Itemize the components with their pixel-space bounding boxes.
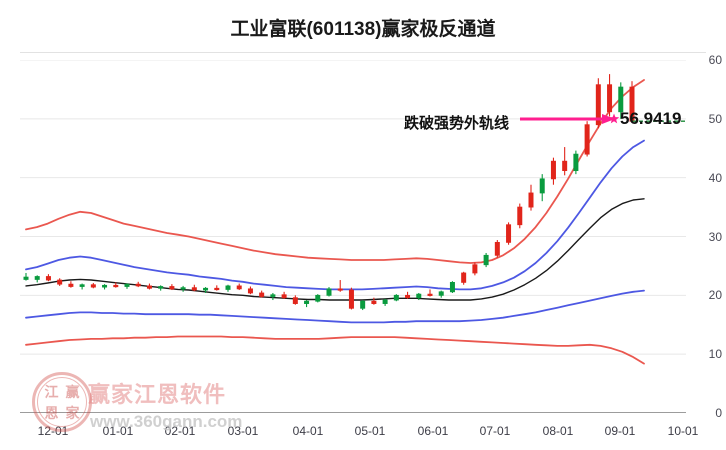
candle-body (326, 288, 332, 296)
candle-body (438, 291, 444, 296)
x-tick-label: 08-01 (542, 424, 574, 438)
candle-body (169, 286, 175, 290)
seal-outer-ring (32, 372, 92, 432)
series-center_line (25, 198, 645, 301)
y-tick-label: 30 (708, 229, 722, 244)
seal-char: 赢 (65, 383, 80, 400)
seal-characters: 江赢恩家 (41, 381, 83, 423)
candle-body (124, 283, 130, 287)
annotation-label: 跌破强势外轨线 (404, 115, 510, 132)
candle-body (247, 288, 253, 294)
candle-body (270, 294, 276, 297)
seal-inner-ring (37, 377, 87, 427)
candle-body (573, 153, 579, 172)
candle-body (550, 160, 556, 180)
seal-char: 恩 (44, 404, 59, 421)
candle-body (427, 293, 433, 296)
candle-body (57, 279, 63, 285)
x-tick-label: 06-01 (417, 424, 449, 438)
candle-body (236, 285, 242, 290)
candle-body (315, 294, 321, 302)
chart-plot-area (20, 60, 686, 413)
y-tick-label: 60 (708, 53, 722, 67)
chart-canvas (20, 60, 686, 413)
candle-body (371, 300, 377, 304)
x-tick-label: 01-01 (102, 424, 134, 438)
candle-body (393, 294, 399, 301)
series-lower_outer_band (25, 335, 645, 365)
x-tick-label: 02-01 (164, 424, 196, 438)
x-tick-label: 07-01 (479, 424, 511, 438)
candle-body (225, 285, 231, 290)
candle-body (416, 293, 422, 299)
candle-body (382, 299, 388, 304)
candle-body (102, 284, 108, 288)
annotation-arrow-head (602, 114, 615, 124)
candle-body (304, 300, 310, 304)
x-tick-label: 05-01 (354, 424, 386, 438)
candle-body (539, 178, 545, 194)
candle-body (618, 86, 624, 113)
candle-body (45, 276, 51, 281)
candle-body (405, 294, 411, 299)
seal-watermark-icon: 江赢恩家 (32, 372, 92, 432)
star-marker-icon (608, 113, 620, 124)
url-watermark: www.360gann.com (90, 412, 243, 431)
x-tick-label: 10-01 (667, 424, 699, 438)
candle-body (472, 264, 478, 274)
candle-body (68, 283, 74, 287)
candle-body (203, 287, 209, 291)
series-upper_inner_band (25, 139, 645, 291)
candle-body (113, 284, 119, 288)
candle-body (23, 276, 29, 280)
brand-watermark: 赢家江恩软件 (88, 382, 227, 407)
x-tick-label: 03-01 (227, 424, 259, 438)
seal-char: 江 (44, 383, 59, 400)
candle-body (562, 160, 568, 172)
candle-body (494, 241, 500, 256)
candle-body (528, 192, 534, 208)
candle-body (191, 287, 197, 291)
candle-body (461, 272, 467, 283)
candle-body (214, 287, 220, 291)
last-price-label: 56.9419 (620, 109, 682, 128)
candle-body (292, 297, 298, 304)
series-upper_outer_band (25, 79, 645, 264)
title-divider (20, 52, 706, 53)
candle-body (337, 288, 343, 291)
candle-body (584, 124, 590, 155)
y-tick-label: 0 (715, 406, 722, 420)
y-tick-label: 40 (708, 170, 722, 185)
x-tick-label: 04-01 (292, 424, 324, 438)
candle-body (595, 84, 601, 126)
candle-body (146, 285, 152, 289)
page-title: 工业富联(601138)赢家极反通道 (230, 19, 496, 40)
candle-body (281, 294, 287, 299)
candle-body (607, 84, 613, 113)
y-tick-label: 50 (708, 111, 722, 126)
candle-body (135, 283, 141, 287)
candle-body (348, 289, 354, 309)
candle-body (158, 286, 164, 289)
candle-body (34, 276, 40, 280)
candle-body (259, 292, 265, 297)
candle-body (90, 284, 96, 288)
candle-body (79, 284, 85, 287)
candle-body (449, 281, 455, 293)
candle-body (483, 254, 489, 266)
candle-body (506, 224, 512, 243)
candle-body (180, 287, 186, 290)
series-lower_inner_band (25, 289, 645, 324)
seal-char: 家 (65, 404, 80, 421)
y-tick-label: 10 (708, 347, 722, 362)
x-tick-label: 09-01 (604, 424, 636, 438)
candle-body (517, 206, 523, 226)
y-tick-label: 20 (708, 288, 722, 303)
candle-body (360, 300, 366, 309)
